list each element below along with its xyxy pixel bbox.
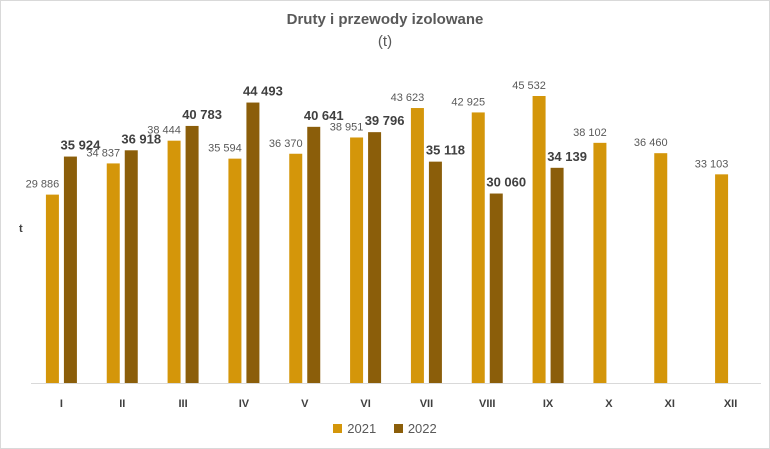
legend-swatch-2022 (393, 424, 403, 433)
bar-2022-V (307, 126, 321, 384)
data-label-2021-IV: 35 594 (208, 143, 242, 155)
data-label-2021-VIII: 42 925 (451, 96, 485, 108)
bar-2022-IV (246, 102, 260, 384)
data-label-2022-III: 40 783 (182, 107, 222, 122)
x-tick-label-V: V (301, 398, 309, 410)
bar-2021-X (593, 142, 607, 383)
x-tick-label-X: X (605, 398, 613, 410)
x-tick-label-VIII: VIII (479, 398, 496, 410)
data-label-2022-II: 36 918 (121, 131, 161, 146)
chart-subtitle: (t) (377, 33, 393, 50)
legend: 2021 2022 (1, 421, 769, 436)
bar-2021-II (106, 163, 120, 383)
data-label-2021-VI: 38 951 (330, 121, 364, 133)
x-tick-label-XII: XII (724, 398, 737, 410)
x-tick-label-III: III (178, 398, 187, 410)
data-label-2021-XI: 36 460 (634, 137, 668, 149)
x-tick-label-VII: VII (420, 398, 433, 410)
data-label-2021-III: 38 444 (147, 125, 181, 137)
bar-2022-IX (550, 167, 564, 383)
legend-swatch-2021 (333, 424, 343, 433)
data-label-2021-X: 38 102 (573, 127, 607, 139)
data-label-2021-II: 34 837 (86, 147, 120, 159)
legend-item-2021: 2021 (333, 421, 376, 436)
chart-title: Druty i przewody izolowane (286, 11, 484, 28)
bar-2022-II (124, 150, 138, 383)
data-label-2022-VII: 35 118 (426, 143, 465, 158)
bar-2021-IX (532, 96, 546, 383)
bar-2021-VIII (471, 112, 485, 384)
bar-2021-III (167, 140, 181, 383)
data-label-2022-V: 40 641 (304, 108, 344, 123)
data-label-2021-I: 29 886 (26, 179, 60, 191)
x-tick-label-IX: IX (543, 398, 554, 410)
legend-label-2021: 2021 (347, 421, 377, 436)
x-tick-label-II: II (119, 398, 125, 410)
legend-label-2022: 2022 (407, 421, 437, 436)
x-tick-label-VI: VI (360, 398, 370, 410)
bar-2021-VI (350, 137, 364, 383)
bar-2021-IV (228, 158, 242, 383)
y-axis-label: t (19, 223, 23, 235)
bar-2021-V (289, 153, 303, 383)
bar-2021-XI (654, 153, 668, 383)
bar-2022-III (185, 125, 199, 384)
legend-item-2022: 2022 (393, 421, 437, 436)
data-label-2021-IX: 45 532 (512, 80, 546, 92)
bar-2022-I (63, 156, 77, 383)
bar-2022-VII (428, 161, 442, 383)
bar-2021-I (45, 194, 59, 383)
bar-2021-XII (715, 174, 729, 383)
data-label-2022-I: 35 924 (61, 138, 102, 153)
data-label-2022-IX: 34 139 (547, 149, 587, 164)
data-label-2021-V: 36 370 (269, 138, 303, 150)
x-tick-label-I: I (60, 398, 63, 410)
data-label-2021-VII: 43 623 (391, 92, 425, 104)
bar-2021-VII (410, 108, 424, 383)
bar-2022-VIII (489, 193, 503, 383)
x-tick-label-XI: XI (665, 398, 675, 410)
data-label-2022-IV: 44 493 (243, 84, 283, 99)
data-label-2021-XII: 33 103 (695, 158, 729, 170)
data-label-2022-VIII: 30 060 (486, 175, 526, 190)
bar-2022-VI (368, 132, 382, 383)
x-tick-label-IV: IV (239, 398, 250, 410)
data-label-2022-VI: 39 796 (365, 113, 405, 128)
